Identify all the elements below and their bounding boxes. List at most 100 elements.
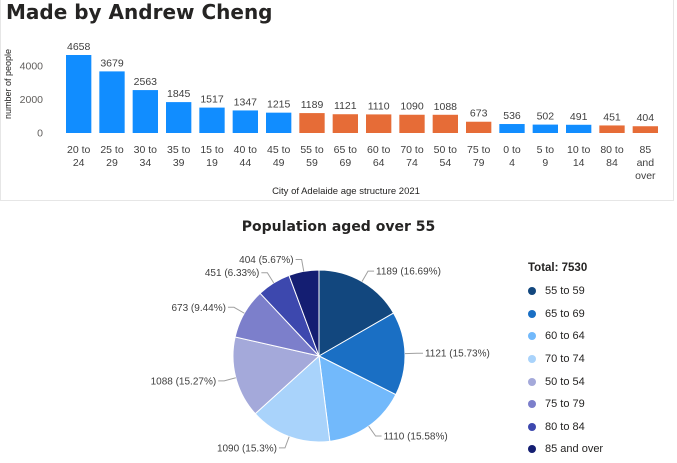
pie-legend: Total: 7530 55 to 59 65 to 69 60 to 64 70 t… bbox=[528, 262, 603, 461]
bar-data-label: 1110 bbox=[368, 100, 390, 112]
bar[interactable] bbox=[66, 55, 92, 133]
bar[interactable] bbox=[132, 90, 158, 133]
pie-data-labels: 1189 (16.69%) 1121 (15.73%) 1110 (15.58%) 1… bbox=[151, 255, 490, 454]
bar[interactable] bbox=[199, 107, 225, 133]
bar[interactable] bbox=[599, 125, 625, 133]
legend-item[interactable]: 60 to 64 bbox=[528, 325, 603, 348]
bar[interactable] bbox=[299, 113, 325, 133]
x-tick-label: 45 to 49 bbox=[267, 144, 291, 169]
bar-series: 4658 20 to 24 3679 25 to 29 2563 30 to 34 1845 35 … bbox=[66, 41, 658, 182]
legend-item[interactable]: 50 to 54 bbox=[528, 370, 603, 393]
bar-data-label: 2563 bbox=[134, 76, 158, 88]
legend-marker bbox=[528, 355, 536, 364]
pie-slice[interactable] bbox=[318, 355, 397, 442]
bar-data-label: 502 bbox=[537, 111, 555, 123]
page-title: Made by Andrew Cheng bbox=[6, 0, 273, 24]
bar-data-label: 4658 bbox=[67, 41, 91, 53]
legend-label: 70 to 74 bbox=[545, 353, 585, 366]
pie-slice[interactable] bbox=[288, 269, 320, 357]
x-tick-label: 15 to 19 bbox=[200, 144, 224, 169]
x-tick-label: 40 to 44 bbox=[234, 144, 258, 169]
legend-label: 80 to 84 bbox=[545, 420, 585, 433]
pie-data-label: 404 (5.67%) bbox=[239, 255, 293, 266]
legend-marker bbox=[528, 400, 536, 409]
bar-data-label: 1347 bbox=[234, 96, 258, 108]
pie-data-label: 673 (9.44%) bbox=[171, 303, 225, 314]
bar[interactable] bbox=[432, 114, 458, 133]
leader-line bbox=[368, 425, 382, 437]
bar[interactable] bbox=[566, 124, 592, 133]
x-tick-label: 0 to 4 bbox=[503, 144, 521, 169]
legend-marker bbox=[528, 287, 536, 296]
bar-chart-panel bbox=[0, 0, 674, 201]
x-tick-label: 20 to 24 bbox=[67, 144, 91, 169]
leader-line bbox=[361, 270, 375, 282]
legend-title: Total: 7530 bbox=[528, 262, 588, 274]
legend-item[interactable]: 80 to 84 bbox=[528, 416, 603, 439]
pie-slice[interactable] bbox=[232, 336, 321, 415]
legend-label: 85 and over bbox=[545, 443, 604, 456]
bar-data-label: 491 bbox=[570, 111, 588, 123]
pie-data-label: 1189 (16.69%) bbox=[376, 267, 441, 278]
bar-data-label: 1189 bbox=[301, 99, 324, 111]
y-axis-label: number of people bbox=[3, 49, 13, 119]
bar[interactable] bbox=[399, 114, 425, 133]
bar-data-label: 1121 bbox=[334, 100, 357, 112]
x-tick-label: 10 to 14 bbox=[567, 144, 591, 169]
bar[interactable] bbox=[366, 114, 392, 133]
bar[interactable] bbox=[232, 110, 258, 133]
pie-data-label: 1090 (15.3%) bbox=[217, 443, 277, 454]
leader-line bbox=[218, 377, 236, 382]
bar-data-label: 673 bbox=[470, 108, 488, 120]
bar-data-label: 1517 bbox=[200, 94, 224, 106]
x-axis-label: City of Adelaide age structure 2021 bbox=[272, 186, 420, 197]
x-tick-label: 75 to 79 bbox=[467, 144, 491, 169]
bar-data-label: 1090 bbox=[400, 101, 424, 113]
leader-line bbox=[278, 436, 290, 449]
x-tick-label: 70 to 74 bbox=[400, 144, 424, 169]
legend-label: 50 to 54 bbox=[545, 375, 585, 388]
x-tick-label: 85 and over bbox=[635, 144, 656, 182]
bar[interactable] bbox=[499, 124, 525, 133]
legend-item[interactable]: 75 to 79 bbox=[528, 393, 603, 416]
legend-label: 60 to 64 bbox=[545, 330, 585, 343]
x-tick-label: 5 to 9 bbox=[537, 144, 555, 169]
legend-marker bbox=[528, 422, 536, 431]
bar-data-label: 404 bbox=[637, 112, 655, 124]
bar-data-label: 536 bbox=[503, 110, 521, 122]
bar[interactable] bbox=[632, 126, 658, 133]
bar-chart: 0 2000 4000 4658 20 to 24 3679 25 to 29 2563 30 t… bbox=[3, 41, 658, 197]
y-tick-label: 4000 bbox=[20, 61, 44, 73]
pie-slice[interactable] bbox=[317, 312, 406, 396]
bar[interactable] bbox=[166, 102, 192, 133]
bar[interactable] bbox=[99, 71, 125, 133]
x-tick-label: 65 to 69 bbox=[334, 144, 358, 169]
bar[interactable] bbox=[532, 124, 558, 133]
y-tick-label: 2000 bbox=[20, 94, 44, 106]
y-tick-label: 0 bbox=[37, 128, 43, 140]
legend-item[interactable]: 55 to 59 bbox=[528, 280, 603, 303]
x-tick-label: 55 to 59 bbox=[300, 144, 324, 169]
pie-data-label: 451 (6.33%) bbox=[205, 268, 259, 279]
pie-slices bbox=[232, 269, 406, 443]
x-tick-label: 80 to 84 bbox=[600, 144, 624, 169]
legend-label: 55 to 59 bbox=[545, 285, 585, 298]
legend-marker bbox=[528, 309, 536, 318]
legend-item[interactable]: 70 to 74 bbox=[528, 348, 603, 371]
pie-data-label: 1088 (15.27%) bbox=[151, 376, 217, 387]
bar[interactable] bbox=[466, 121, 492, 133]
bar[interactable] bbox=[266, 112, 292, 133]
pie-slice[interactable] bbox=[254, 354, 331, 443]
leader-line bbox=[295, 259, 305, 272]
pie-chart-title: Population aged over 55 bbox=[241, 219, 436, 235]
bar-data-label: 1215 bbox=[267, 99, 291, 111]
legend-item[interactable]: 65 to 69 bbox=[528, 303, 603, 326]
legend-item[interactable]: 85 and over bbox=[528, 438, 603, 461]
bar-data-label: 451 bbox=[603, 111, 621, 123]
x-tick-label: 60 to 64 bbox=[367, 144, 391, 169]
legend-marker bbox=[528, 377, 536, 386]
legend-marker bbox=[528, 332, 536, 341]
bar[interactable] bbox=[332, 114, 358, 133]
pie-data-label: 1110 (15.58%) bbox=[384, 432, 448, 443]
